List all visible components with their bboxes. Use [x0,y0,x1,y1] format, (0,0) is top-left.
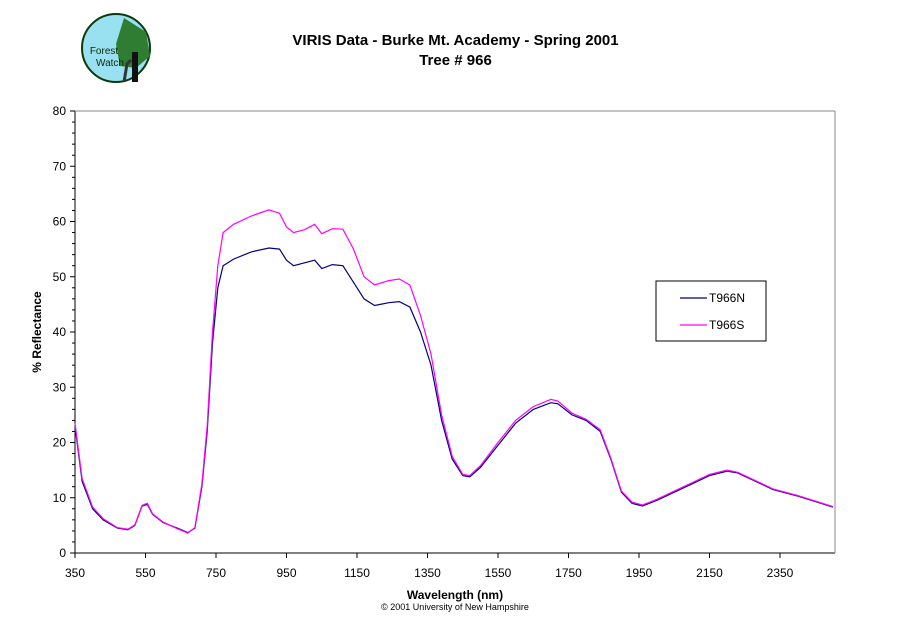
svg-text:Watch: Watch [96,58,124,69]
y-tick-label: 30 [53,380,67,394]
y-tick-label: 60 [53,215,67,229]
svg-text:Forest: Forest [90,46,119,57]
y-tick-label: 50 [53,270,67,284]
legend-box [655,280,767,342]
chart-title: VIRIS Data - Burke Mt. Academy - Spring … [292,32,619,49]
y-tick-label: 40 [53,325,67,339]
x-axis-label: Wavelength (nm) [407,588,503,602]
y-tick-label: 0 [59,546,66,560]
forest-watch-logo: Forest Watch [81,13,151,83]
x-tick-label: 1950 [626,566,653,580]
x-tick-label: 1150 [344,566,370,580]
y-tick-label: 70 [53,159,67,173]
x-tick-label: 1350 [414,566,441,580]
x-tick-label: 1550 [485,566,512,580]
y-tick-label: 10 [53,491,67,505]
x-tick-label: 2150 [696,566,723,580]
copyright-footer: © 2001 University of New Hampshire [381,602,529,612]
series-line-T966S [74,209,834,534]
chart-subtitle: Tree # 966 [419,52,492,69]
x-tick-label: 950 [276,566,296,580]
x-tick-label: 750 [206,566,226,580]
legend-label: T966N [709,291,745,305]
y-tick-label: 20 [53,436,67,450]
x-tick-label: 550 [135,566,155,580]
y-tick-label: 80 [53,104,67,118]
legend-label: T966S [709,318,744,332]
x-tick-label: 2350 [767,566,794,580]
x-tick-label: 1750 [555,566,582,580]
y-axis-label: % Reflectance [30,291,44,373]
x-tick-label: 350 [65,566,85,580]
